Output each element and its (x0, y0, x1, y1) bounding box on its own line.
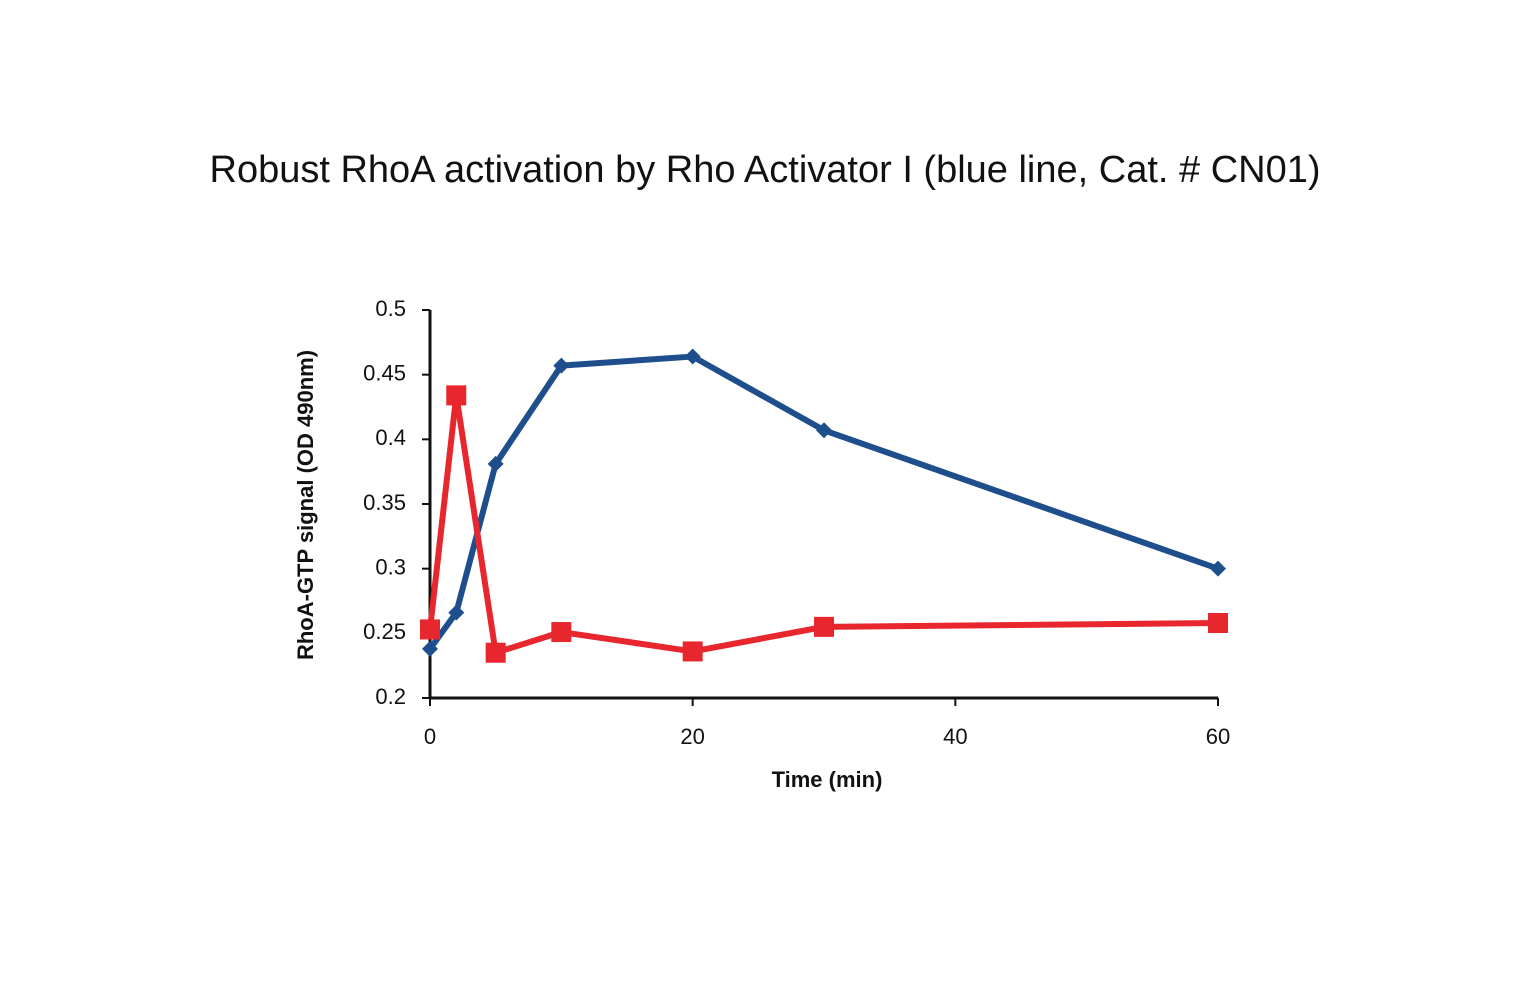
series-line (427, 353, 1219, 651)
y-tick-label: 0.45 (363, 360, 406, 385)
y-tick-label: 0.35 (363, 490, 406, 515)
marker (487, 455, 504, 472)
marker (684, 348, 701, 365)
y-tick-label: 0.5 (375, 296, 406, 321)
marker (682, 641, 703, 662)
marker (553, 357, 570, 374)
y-tick-label: 0.25 (363, 619, 406, 644)
marker (1208, 612, 1228, 633)
marker (448, 604, 465, 621)
marker (816, 422, 832, 439)
x-tick-label: 20 (680, 724, 704, 749)
marker (420, 619, 440, 640)
x-tick-label: 0 (424, 724, 436, 749)
marker (485, 642, 506, 663)
marker (814, 616, 834, 637)
y-axis-label: RhoA-GTP signal (OD 490nm) (293, 350, 318, 660)
marker (446, 385, 467, 406)
y-tick-label: 0.2 (375, 684, 406, 709)
marker (551, 622, 572, 643)
marker (1210, 560, 1226, 577)
y-tick-label: 0.4 (375, 425, 406, 450)
x-tick-label: 60 (1206, 724, 1230, 749)
x-axis-label: Time (min) (772, 767, 883, 792)
y-tick-label: 0.3 (375, 554, 406, 579)
x-tick-label: 40 (943, 724, 967, 749)
marker (422, 640, 438, 657)
chart-title: Robust RhoA activation by Rho Activator … (210, 149, 1321, 191)
